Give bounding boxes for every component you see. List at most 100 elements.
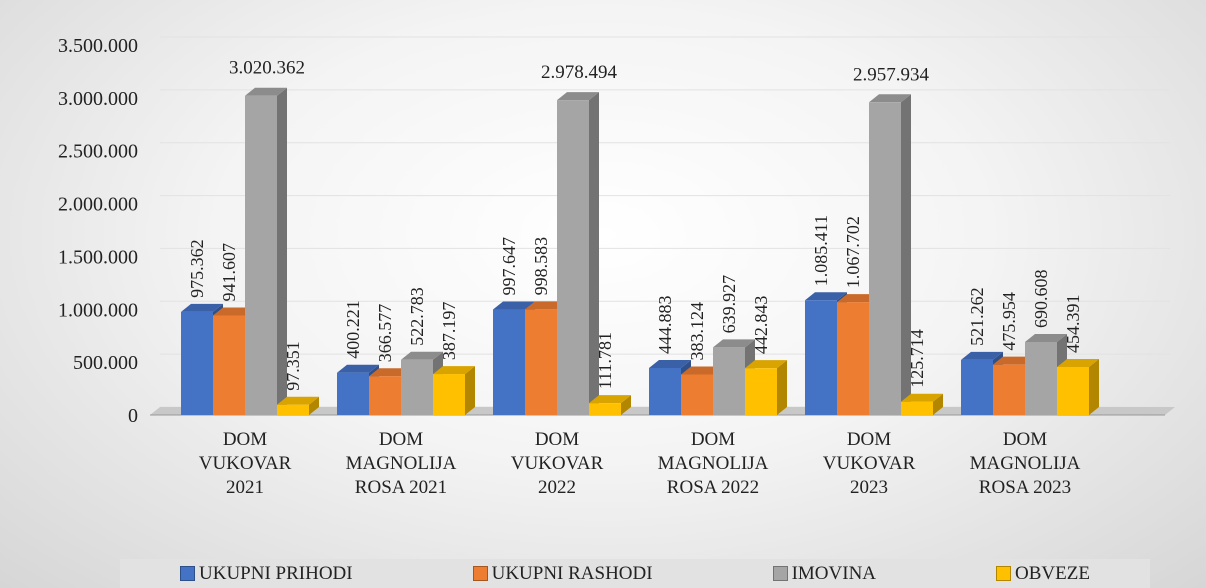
bar-front (993, 364, 1025, 415)
bar (901, 393, 943, 415)
value-label: 444.883 (655, 295, 675, 354)
value-label: 2.957.934 (853, 64, 930, 85)
x-tick-label: DOM VUKOVAR 2021 (198, 429, 292, 498)
bar-front (525, 309, 557, 415)
bar-front (557, 100, 589, 416)
bar-top (713, 339, 755, 348)
bar-top (837, 294, 879, 303)
bar-top (681, 366, 723, 375)
bar (277, 396, 319, 415)
value-label: 3.020.362 (229, 58, 305, 79)
bar (589, 395, 631, 415)
bar-side (777, 360, 787, 415)
bar-top (901, 393, 943, 402)
bar-front (1057, 366, 1089, 415)
bar (1057, 358, 1099, 415)
bar-front (681, 374, 713, 415)
bar-front (181, 311, 213, 415)
bar-top (993, 356, 1035, 365)
x-tick-label: DOM VUKOVAR 2022 (510, 429, 604, 498)
bar-top (277, 396, 319, 405)
bar-front (493, 309, 525, 415)
bar-front (433, 374, 465, 415)
bar-top (433, 366, 475, 375)
y-tick-label: 1.500.000 (58, 246, 138, 268)
bar-side (589, 92, 599, 416)
value-label: 97.351 (283, 341, 303, 391)
value-label: 997.647 (499, 237, 519, 296)
bar (433, 366, 475, 415)
value-label: 366.577 (375, 304, 395, 363)
bar-top (805, 292, 847, 301)
bar-front (805, 300, 837, 415)
bar-top (369, 368, 411, 377)
value-label: 521.262 (967, 287, 987, 346)
y-tick-label: 0 (128, 405, 138, 427)
value-label: 125.714 (907, 329, 927, 388)
x-tick-label: DOM VUKOVAR 2023 (822, 429, 916, 498)
value-label: 639.927 (719, 275, 739, 334)
x-tick-label: DOM MAGNOLIJA ROSA 2022 (657, 429, 769, 498)
legend-item: UKUPNI PRIHODI (180, 563, 353, 585)
y-tick-label: 3.000.000 (58, 88, 138, 110)
bar (557, 92, 599, 416)
legend-label: UKUPNI PRIHODI (199, 562, 353, 584)
bar-front (901, 401, 933, 415)
bar-front (649, 367, 681, 415)
legend-swatch (996, 566, 1012, 581)
value-label: 400.221 (343, 300, 363, 359)
bar-front (369, 376, 401, 415)
bar-front (401, 359, 433, 415)
bar-front (245, 95, 277, 415)
bar (745, 360, 787, 415)
legend-swatch (180, 566, 195, 581)
bar-front (869, 102, 901, 415)
value-label: 1.085.411 (811, 215, 831, 286)
bar-top (961, 351, 1003, 360)
bar-side (933, 393, 943, 415)
y-tick-label: 2.500.000 (58, 141, 138, 163)
value-label: 111.781 (595, 332, 615, 389)
value-label: 975.362 (187, 239, 207, 298)
bar-top (589, 395, 631, 404)
legend: UKUPNI PRIHODI UKUPNI RASHODI IMOVINA OBVEZ… (120, 559, 1150, 588)
bar-top (213, 307, 255, 316)
value-label: 522.783 (407, 287, 427, 346)
value-label: 475.954 (999, 292, 1019, 351)
value-label: 998.583 (531, 237, 551, 296)
bar-top (1025, 333, 1067, 342)
bar-front (337, 372, 369, 415)
legend-label: UKUPNI RASHODI (491, 562, 653, 584)
x-tick-label: DOM MAGNOLIJA ROSA 2023 (969, 429, 1081, 498)
bar-top (245, 87, 287, 96)
value-label: 454.391 (1063, 294, 1083, 353)
legend-label: IMOVINA (791, 562, 877, 584)
bar-side (1089, 358, 1099, 415)
value-label: 1.067.702 (843, 216, 863, 288)
bar-top (337, 364, 379, 373)
bar-top (745, 360, 787, 369)
bar-front (745, 368, 777, 415)
y-tick-label: 500.000 (73, 352, 138, 374)
bar-top (493, 301, 535, 310)
legend-swatch (472, 566, 488, 581)
bar-side (277, 87, 287, 415)
bar-side (621, 395, 631, 415)
bar-front (961, 359, 993, 415)
value-label: 442.843 (751, 296, 771, 355)
bar-top (525, 301, 567, 310)
bar (245, 87, 287, 415)
bar-front (713, 347, 745, 415)
legend-item: OBVEZE (996, 563, 1090, 585)
bar-side (901, 94, 911, 415)
y-tick-label: 3.500.000 (58, 35, 138, 57)
value-label: 387.197 (439, 302, 459, 361)
bar-side (309, 396, 319, 415)
legend-item: UKUPNI RASHODI (472, 562, 653, 585)
bar-top (181, 303, 223, 312)
x-tick-label: DOM MAGNOLIJA ROSA 2021 (345, 429, 457, 498)
y-tick-label: 2.000.000 (58, 194, 138, 216)
bar-front (837, 302, 869, 415)
